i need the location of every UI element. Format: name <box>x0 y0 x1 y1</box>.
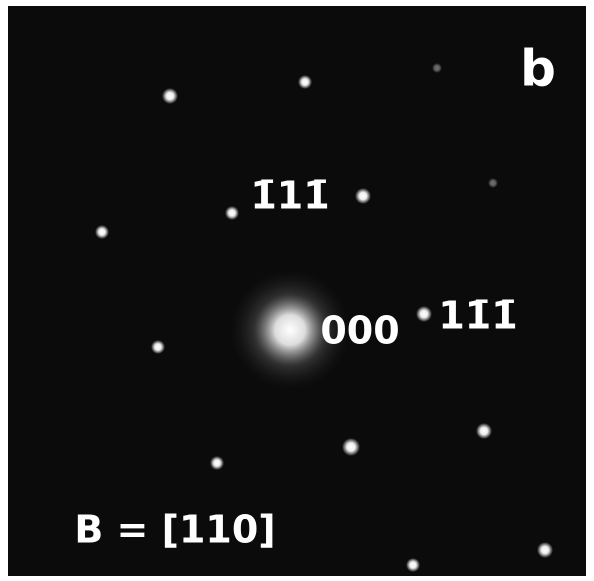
spot <box>476 423 492 439</box>
spot <box>95 225 109 239</box>
spot <box>342 438 360 456</box>
panel-label: b <box>520 40 556 98</box>
reflection-label: 000 <box>320 309 399 353</box>
zone-axis-label: B = [110] <box>74 508 275 552</box>
spot <box>406 558 420 572</box>
spot <box>537 542 553 558</box>
diffraction-image: b 1̄11̄ 000 11̄1̄ B = [110] <box>0 0 594 581</box>
spot <box>225 206 239 220</box>
spot <box>210 456 224 470</box>
spot <box>432 63 442 73</box>
spot <box>162 88 178 104</box>
spot <box>151 340 165 354</box>
spot <box>416 306 432 322</box>
reflection-label: 11̄1̄ <box>438 294 517 338</box>
spot <box>355 188 371 204</box>
reflection-label: 1̄11̄ <box>250 174 329 218</box>
spot <box>298 75 312 89</box>
spot <box>488 178 498 188</box>
